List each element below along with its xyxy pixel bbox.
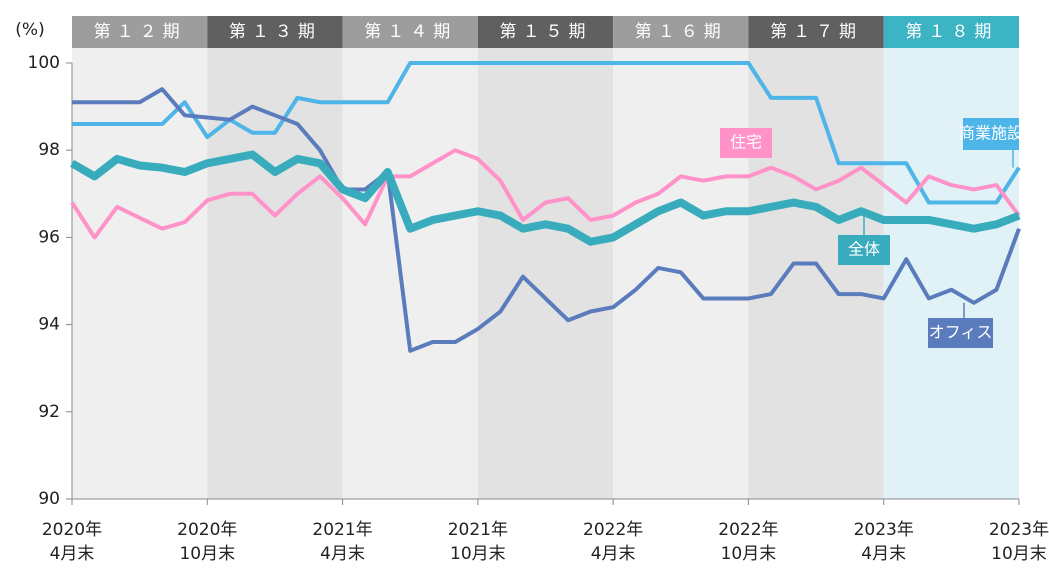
period-label: 第１７期 — [770, 22, 862, 42]
series-label-box — [928, 318, 993, 348]
period-header — [72, 16, 208, 48]
series-label: 住宅 — [730, 133, 762, 152]
series-label: 商業施設 — [959, 124, 1023, 143]
series-label: 全体 — [848, 240, 880, 259]
series-label: オフィス — [929, 323, 993, 342]
period-header — [207, 16, 343, 48]
x-tick-label: 2020年 10月末 — [177, 520, 238, 564]
x-tick-label: 2020年 4月末 — [41, 520, 103, 564]
period-label: 第１６期 — [635, 22, 727, 42]
period-label: 第１５期 — [500, 22, 592, 42]
period-label: 第１４期 — [364, 22, 456, 42]
period-label: 第１３期 — [229, 22, 321, 42]
period-header — [883, 16, 1019, 48]
period-band — [207, 48, 343, 499]
x-tick-label: 2023年 4月末 — [853, 520, 914, 564]
y-tick-label: 100 — [28, 53, 60, 73]
period-header — [477, 16, 614, 48]
y-tick-label: 90 — [38, 489, 60, 509]
period-header — [748, 16, 884, 48]
series-label-box — [720, 128, 772, 158]
series-label-box — [963, 118, 1019, 150]
period-label: 第１２期 — [94, 22, 186, 42]
period-header — [342, 16, 478, 48]
y-tick-label: 94 — [38, 315, 60, 335]
series-line — [70, 148, 1021, 240]
x-tick-label: 2022年 4月末 — [583, 520, 644, 564]
y-tick-label: 96 — [38, 227, 60, 247]
x-tick-label: 2021年 10月末 — [447, 520, 508, 564]
x-tick-label: 2023年 10月末 — [988, 520, 1049, 564]
y-tick-label: 92 — [38, 402, 60, 422]
y-axis-label: (%) — [15, 20, 44, 40]
series-line — [69, 150, 1021, 246]
period-band — [748, 48, 884, 499]
period-band — [477, 48, 614, 499]
x-tick-label: 2021年 4月末 — [312, 520, 373, 564]
y-tick-label: 98 — [38, 140, 60, 160]
series-label-box — [838, 235, 890, 265]
period-label: 第１８期 — [905, 22, 997, 42]
x-tick-label: 2022年 10月末 — [718, 520, 779, 564]
period-header — [613, 16, 749, 48]
period-band — [883, 48, 1019, 499]
period-band — [342, 48, 478, 499]
series-line — [72, 87, 1021, 353]
